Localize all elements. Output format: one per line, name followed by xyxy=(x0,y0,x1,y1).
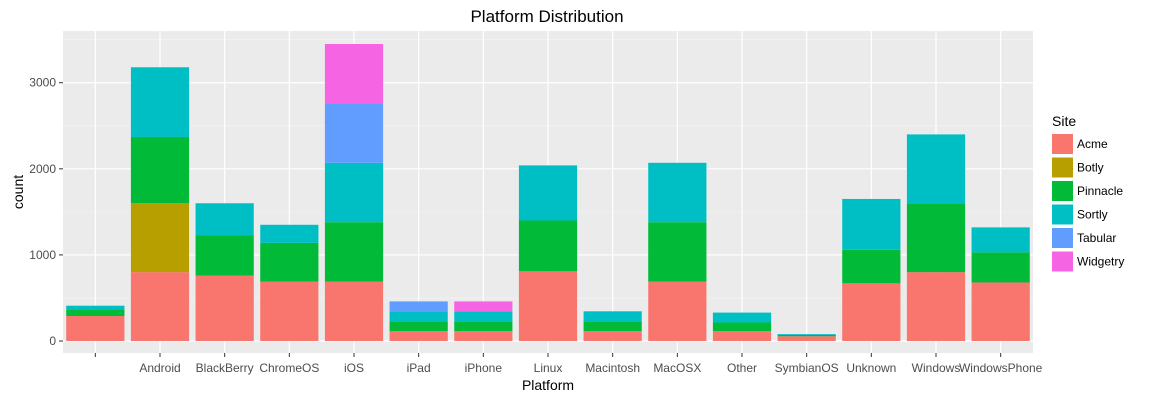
x-tick-label: Macintosh xyxy=(585,361,640,375)
x-axis: Android BlackBerry ChromeOS iOS iPad iPhone Li… xyxy=(94,353,1043,375)
bar-segment xyxy=(971,227,1030,253)
legend-label: Botly xyxy=(1077,161,1104,175)
legend-key xyxy=(1052,228,1073,248)
legend-label: Pinnacle xyxy=(1077,184,1123,198)
bar-segment xyxy=(971,252,1030,283)
bar-segment xyxy=(648,222,707,282)
bar-segment xyxy=(66,305,125,310)
legend-label: Widgetry xyxy=(1077,255,1124,269)
bar-segment xyxy=(906,134,966,204)
x-tick-label: iOS xyxy=(344,361,364,375)
x-tick-label: MacOSX xyxy=(653,361,701,375)
x-tick-label: iPad xyxy=(407,361,431,375)
bar-segment xyxy=(389,301,448,312)
bar-segment xyxy=(906,272,966,341)
legend-key xyxy=(1052,134,1073,154)
y-tick-label: 0 xyxy=(49,334,56,348)
chart-title: Platform Distribution xyxy=(470,7,623,26)
y-axis-title: count xyxy=(10,175,26,209)
bar-segment xyxy=(454,301,513,312)
bar-segment xyxy=(648,281,707,341)
x-tick-label: BlackBerry xyxy=(196,361,254,375)
x-tick-label: Windows xyxy=(912,361,961,375)
x-tick-label: WindowsPhone xyxy=(959,361,1043,375)
bar-segment xyxy=(842,249,901,284)
bar-segment xyxy=(518,165,578,221)
bar-segment xyxy=(130,203,190,273)
bar-segment xyxy=(260,224,319,243)
bar-segment xyxy=(842,283,901,341)
x-tick-label: Android xyxy=(139,361,180,375)
bar-segment xyxy=(971,282,1030,341)
bar-segment xyxy=(130,67,190,137)
bar-segment xyxy=(842,198,901,250)
bar-segment xyxy=(324,222,384,282)
bar-segment xyxy=(518,220,578,272)
x-tick-label: iPhone xyxy=(465,361,503,375)
bar-segment xyxy=(66,316,125,341)
bar-segment xyxy=(195,235,254,276)
bars xyxy=(66,44,1030,341)
bar-segment xyxy=(324,103,384,163)
bar-segment xyxy=(518,271,578,341)
bar-segment xyxy=(260,281,319,341)
legend-label: Acme xyxy=(1077,137,1108,151)
bar-segment xyxy=(777,334,836,337)
bar-segment xyxy=(712,312,772,323)
bar-segment xyxy=(66,309,125,317)
legend-key xyxy=(1052,157,1073,178)
x-axis-title: Platform xyxy=(522,377,574,393)
bar-segment xyxy=(389,331,448,341)
bar-segment xyxy=(583,331,642,341)
x-tick-label: Linux xyxy=(534,361,563,375)
legend-key xyxy=(1052,204,1073,225)
y-tick-label: 3000 xyxy=(29,76,56,90)
bar-segment xyxy=(906,203,966,273)
bar-segment xyxy=(195,275,254,341)
x-tick-label: Unknown xyxy=(846,361,896,375)
x-tick-label: Other xyxy=(727,361,757,375)
bar-segment xyxy=(712,322,772,332)
legend: Site Acme Botly Pinnacle Sortly Tabular Widge… xyxy=(1052,113,1124,272)
legend-key xyxy=(1052,181,1073,201)
y-axis: 0 1000 2000 3000 xyxy=(29,76,63,348)
bar-segment xyxy=(130,272,190,341)
bar-segment xyxy=(777,334,836,335)
bar-segment xyxy=(324,162,384,223)
y-tick-label: 1000 xyxy=(29,248,56,262)
x-tick-label: ChromeOS xyxy=(259,361,319,375)
bar-segment xyxy=(648,162,707,223)
bar-segment xyxy=(777,336,836,341)
bar-segment xyxy=(324,281,384,341)
bar-segment xyxy=(454,331,513,341)
bar-segment xyxy=(195,203,254,236)
legend-key xyxy=(1052,251,1073,272)
bar-segment xyxy=(583,321,642,332)
legend-title: Site xyxy=(1052,113,1076,129)
x-tick-label: SymbianOS xyxy=(775,361,839,375)
bar-segment xyxy=(130,136,190,204)
legend-label: Sortly xyxy=(1077,208,1108,222)
bar-segment xyxy=(454,311,513,322)
bar-segment xyxy=(389,311,448,322)
bar-segment xyxy=(454,321,513,332)
bar-segment xyxy=(712,331,772,341)
legend-label: Tabular xyxy=(1077,231,1116,245)
bar-segment xyxy=(389,321,448,332)
y-tick-label: 2000 xyxy=(29,162,56,176)
bar-segment xyxy=(324,44,384,104)
bar-segment xyxy=(260,242,319,282)
bar-segment xyxy=(583,311,642,322)
